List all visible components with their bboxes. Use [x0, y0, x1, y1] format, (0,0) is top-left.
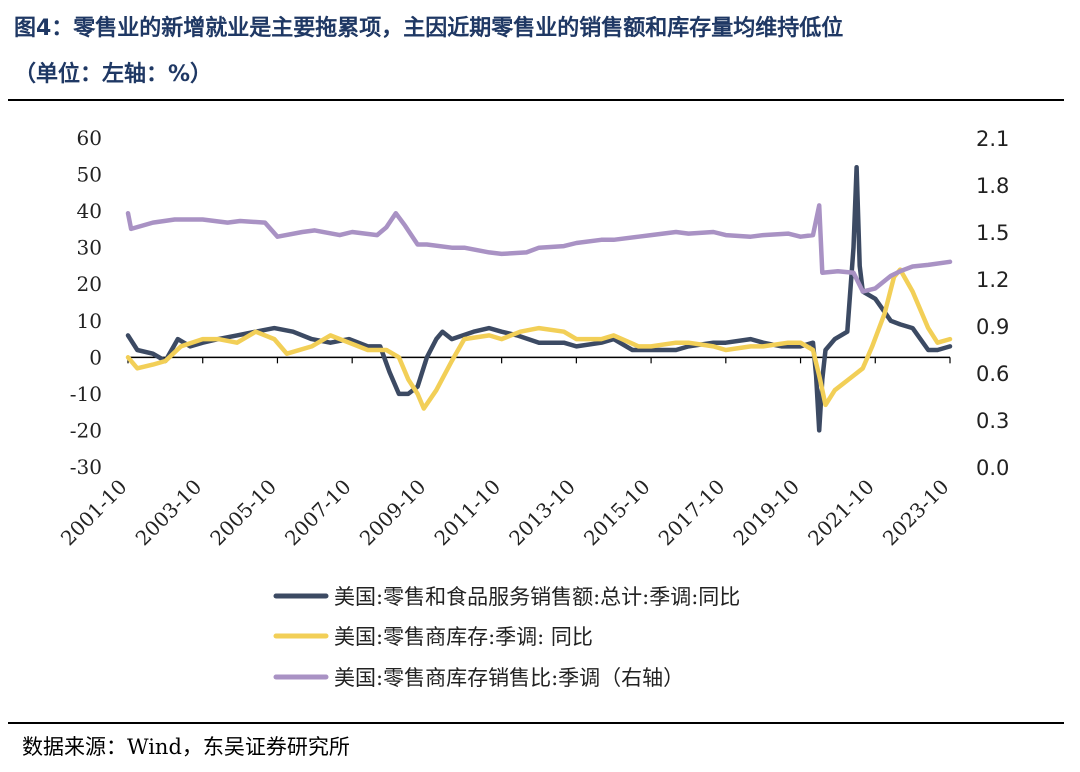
- chart-title: 图4：零售业的新增就业是主要拖累项，主因近期零售业的销售额和库存量均维持低位 （…: [14, 6, 1070, 98]
- x-tick-label: 2023-10: [878, 475, 954, 551]
- x-tick-label: 2011-10: [429, 475, 505, 551]
- chart-title-line1: 图4：零售业的新增就业是主要拖累项，主因近期零售业的销售额和库存量均维持低位: [14, 16, 844, 41]
- left-tick-label: -20: [70, 418, 102, 442]
- x-tick-label: 2007-10: [280, 475, 356, 551]
- chart-title-line2: （单位：左轴：%）: [14, 62, 213, 87]
- x-tick-label: 2013-10: [504, 475, 580, 551]
- right-tick-label: 1.8: [976, 174, 1009, 198]
- left-axis: 60 50 40 30 20 10 0 -10 -20 -30: [70, 126, 102, 479]
- x-tick-label: 2017-10: [654, 475, 730, 551]
- x-tick-label: 2001-10: [56, 475, 132, 551]
- left-tick-label: 0: [89, 345, 102, 369]
- left-tick-label: 20: [77, 272, 102, 296]
- left-tick-label: 60: [77, 126, 102, 150]
- x-tick-label: 2019-10: [728, 475, 804, 551]
- series-line-2: [125, 267, 953, 411]
- right-tick-label: 0.0: [976, 456, 1009, 480]
- x-tick-label: 2009-10: [355, 475, 431, 551]
- chart-area: 60 50 40 30 20 10 0 -10 -20 -30 2.1 1.8 1.5 1.2 0.9 0.…: [56, 126, 1010, 690]
- series-layer: [125, 164, 953, 433]
- left-tick-label: 40: [77, 199, 102, 223]
- right-tick-label: 1.2: [976, 268, 1009, 292]
- left-tick-label: 50: [77, 163, 102, 187]
- right-tick-label: 0.3: [976, 409, 1009, 433]
- x-tick-label: 2003-10: [131, 475, 207, 551]
- right-axis: 2.1 1.8 1.5 1.2 0.9 0.6 0.3 0.0: [976, 127, 1009, 480]
- right-tick-label: 1.5: [976, 221, 1009, 245]
- right-tick-label: 2.1: [976, 127, 1009, 151]
- source-note: 数据来源：Wind，东吴证券研究所: [22, 735, 350, 759]
- left-tick-label: 30: [77, 236, 102, 260]
- left-tick-label: -10: [70, 382, 102, 406]
- left-tick-label: 10: [77, 309, 102, 333]
- top-rule: [8, 99, 1064, 101]
- legend-label-1: 美国:零售和食品服务销售额:总计:季调:同比: [334, 585, 740, 609]
- right-tick-label: 0.9: [976, 315, 1009, 339]
- series-line-1: [125, 164, 953, 433]
- series-line-3: [125, 203, 953, 294]
- x-tick-label: 2021-10: [803, 475, 879, 551]
- bottom-rule: [8, 722, 1064, 724]
- legend-label-3: 美国:零售商库存销售比:季调（右轴）: [334, 666, 684, 690]
- x-tick-label: 2005-10: [205, 475, 281, 551]
- left-tick-label: -30: [70, 455, 102, 479]
- legend-label-2: 美国:零售商库存:季调: 同比: [334, 625, 593, 649]
- x-tick-label: 2015-10: [579, 475, 655, 551]
- right-tick-label: 0.6: [976, 362, 1009, 386]
